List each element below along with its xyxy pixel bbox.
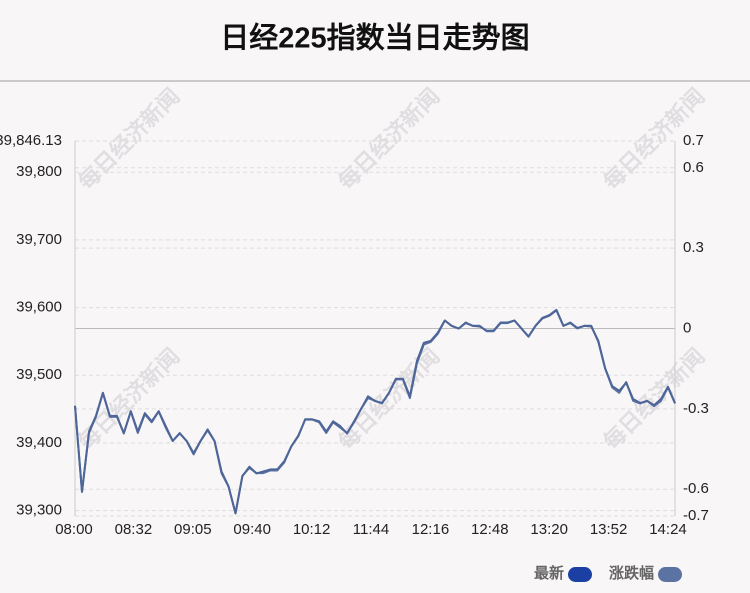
y-tick-label: 39,700 <box>16 231 62 248</box>
y-tick-label: 39,300 <box>16 502 62 519</box>
legend-label: 涨跌幅 <box>609 564 654 582</box>
chart-title: 日经225指数当日走势图 <box>220 21 529 55</box>
x-tick-label: 12:16 <box>412 521 450 538</box>
y2-tick-label: -0.6 <box>683 480 709 497</box>
x-tick-label: 13:52 <box>590 521 628 538</box>
x-tick-label: 13:20 <box>530 521 568 538</box>
x-tick-label: 08:32 <box>115 521 153 538</box>
y2-tick-label: 0.3 <box>683 239 704 256</box>
x-tick-label: 14:24 <box>649 521 687 538</box>
watermark: 每日经济新闻 <box>333 343 445 455</box>
y2-tick-label: 0.6 <box>683 159 704 176</box>
x-tick-label: 09:05 <box>174 521 212 538</box>
y2-tick-label: 0.7 <box>683 132 704 149</box>
y-tick-label: 39,846.13 <box>0 132 62 149</box>
legend-swatch <box>658 567 683 582</box>
x-tick-label: 10:12 <box>293 521 331 538</box>
y-tick-label: 39,800 <box>16 163 62 180</box>
y2-tick-label: -0.3 <box>683 400 709 417</box>
y-tick-label: 39,400 <box>16 434 62 451</box>
series-line <box>74 309 676 515</box>
plot-area: 39,300 39,400 39,500 39,600 39,700 39,800 39,8… <box>0 132 709 582</box>
x-tick-label: 12:48 <box>471 521 509 538</box>
y2-tick-label: 0 <box>683 319 691 336</box>
watermark: 每日经济新闻 <box>73 343 185 455</box>
x-tick-label: 08:00 <box>55 521 93 538</box>
y-tick-label: 39,600 <box>16 299 62 316</box>
legend-swatch <box>568 567 593 582</box>
y2-tick-label: -0.7 <box>683 507 709 524</box>
watermark: 每日经济新闻 <box>333 83 445 195</box>
y-tick-label: 39,500 <box>16 366 62 383</box>
x-tick-label: 11:44 <box>353 521 389 538</box>
watermark: 每日经济新闻 <box>73 83 185 195</box>
x-tick-label: 09:40 <box>233 521 271 538</box>
legend-label: 最新 <box>534 564 564 582</box>
